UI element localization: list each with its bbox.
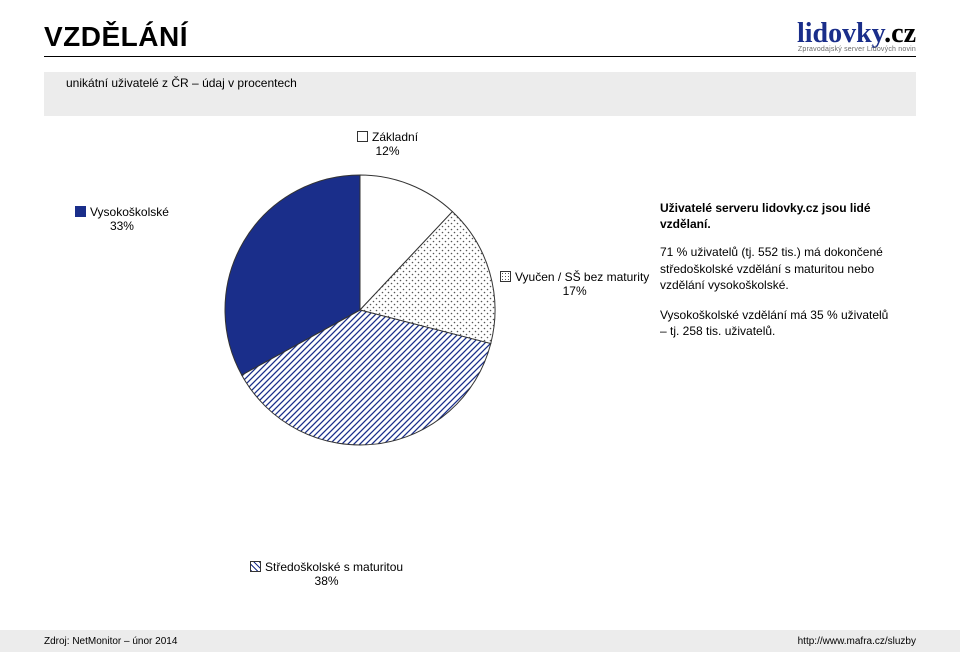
brand-suffix: .cz [884,18,916,49]
legend-label-text: Vyučen / SŠ bez maturity [515,270,649,284]
legend-percent: 17% [500,284,649,298]
footer-source: Zdroj: NetMonitor – únor 2014 [44,636,177,647]
legend-zakladni: Základní12% [357,130,418,158]
brand-subtitle: Zpravodajský server Lidových novin [797,46,916,53]
footer: Zdroj: NetMonitor – únor 2014 http://www… [0,630,960,652]
legend-percent: 12% [357,144,418,158]
subheading-text: unikátní uživatelé z ČR – údaj v procent… [66,76,297,90]
legend-marker-zakladni [357,131,368,142]
header-rule [44,56,916,57]
brand-logo: lidovky.cz Zpravodajský server Lidových … [797,20,916,53]
side-heading: Uživatelé serveru lidovky.cz jsou lidé v… [660,200,890,232]
legend-label-text: Základní [372,130,418,144]
page: VZDĚLÁNÍ lidovky.cz Zpravodajský server … [0,0,960,660]
legend-marker-vs [75,206,86,217]
side-text: Uživatelé serveru lidovky.cz jsou lidé v… [660,200,890,339]
legend-label-text: Vysokoškolské [90,205,169,219]
legend-percent: 33% [75,219,169,233]
pie-chart [0,120,960,600]
brand-main: lidovky [797,18,884,49]
side-para1: 71 % uživatelů (tj. 552 tis.) má dokonče… [660,244,890,293]
subheading-bar: unikátní uživatelé z ČR – údaj v procent… [44,72,916,116]
page-title: VZDĚLÁNÍ [44,21,188,53]
legend-vs: Vysokoškolské33% [75,205,169,233]
legend-marker-ss_maturita [250,561,261,572]
legend-percent: 38% [250,574,403,588]
legend-label-text: Středoškolské s maturitou [265,560,403,574]
header: VZDĚLÁNÍ lidovky.cz Zpravodajský server … [44,20,916,53]
legend-ss_maturita: Středoškolské s maturitou38% [250,560,403,588]
side-para2: Vysokoškolské vzdělání má 35 % uživatelů… [660,307,890,339]
chart-area: Základní12%Vyučen / SŠ bez maturity17%St… [0,120,960,560]
legend-vyucen: Vyučen / SŠ bez maturity17% [500,270,649,298]
legend-marker-vyucen [500,271,511,282]
footer-url: http://www.mafra.cz/sluzby [798,636,916,647]
